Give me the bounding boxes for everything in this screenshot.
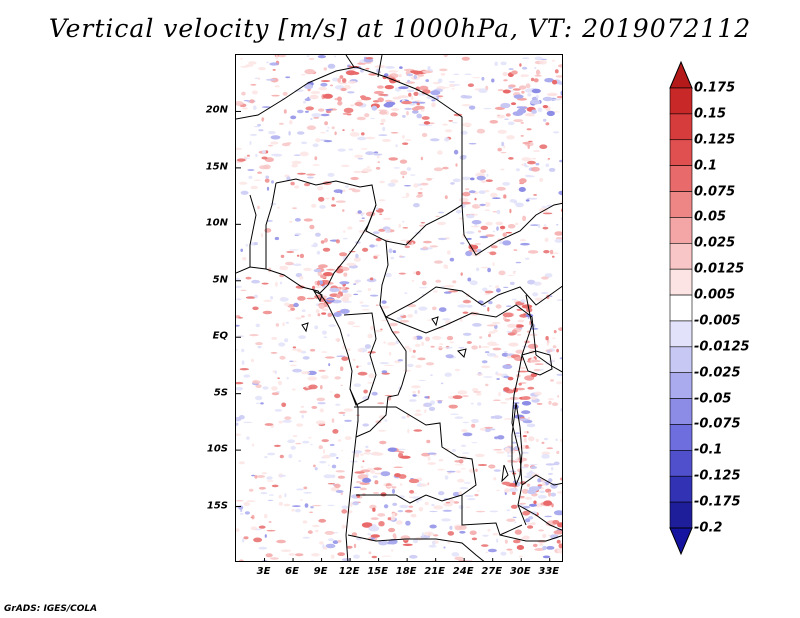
colorbar-level-label: 0.005 — [694, 287, 736, 303]
lon-tick-label: 6E — [285, 566, 299, 577]
colorbar-level-label: 0.05 — [694, 209, 727, 225]
lat-tick-label: 5N — [212, 274, 228, 286]
colorbar-cell — [669, 294, 693, 322]
colorbar-cell — [669, 217, 693, 244]
colorbar-min-triangle — [669, 527, 693, 556]
lon-tick-label: 21E — [424, 566, 446, 577]
lat-tick-label: 15S — [206, 500, 228, 512]
colorbar-level-label: -0.2 — [694, 520, 723, 536]
lon-tick-label: 27E — [481, 566, 503, 577]
colorbar-level-label: -0.1 — [694, 442, 723, 458]
colorbar-level-label: 0.0125 — [694, 261, 745, 277]
colorbar-level-label: -0.025 — [694, 365, 741, 381]
colorbar-cell — [669, 398, 693, 425]
lon-tick-label: 12E — [338, 566, 360, 577]
lat-tick-label: 20N — [205, 104, 228, 116]
colorbar-cell — [669, 165, 693, 192]
colorbar-level-label: -0.05 — [694, 391, 732, 407]
colorbar-level-label: -0.175 — [694, 494, 741, 510]
colorbar-cell — [669, 424, 693, 451]
lon-tick-label: 9E — [313, 566, 328, 577]
colorbar — [669, 60, 693, 556]
vertical-velocity-field — [236, 55, 562, 561]
colorbar-max-triangle — [669, 60, 693, 89]
lat-tick-label: 5S — [213, 387, 228, 399]
colorbar-cell — [669, 475, 693, 503]
colorbar-cell — [669, 346, 693, 374]
colorbar-cell — [669, 242, 693, 270]
colorbar-level-label: 0.15 — [694, 106, 727, 122]
colorbar-level-label: 0.175 — [694, 80, 736, 96]
colorbar-cell — [669, 87, 693, 115]
colorbar-level-label: 0.125 — [694, 132, 736, 148]
lon-tick-label: 18E — [395, 566, 417, 577]
colorbar-level-label: -0.075 — [694, 416, 741, 432]
colorbar-cell — [669, 268, 693, 296]
colorbar-level-label: 0.075 — [694, 184, 736, 200]
lat-tick-label: 15N — [205, 161, 228, 173]
lat-tick-label: 10S — [206, 443, 228, 455]
colorbar-level-label: -0.0125 — [694, 339, 750, 355]
colorbar-cell — [669, 139, 693, 166]
credit-text: GrADS: IGES/COLA — [4, 604, 98, 614]
lon-tick-label: 3E — [256, 566, 271, 577]
colorbar-level-label: 0.1 — [694, 158, 718, 174]
lon-tick-label: 30E — [509, 566, 531, 577]
map-title: Vertical velocity [m/s] at 1000hPa, VT: … — [48, 14, 752, 43]
colorbar-cell — [669, 372, 693, 399]
lon-tick-label: 24E — [452, 566, 474, 577]
colorbar-level-label: -0.005 — [694, 313, 741, 329]
colorbar-cell — [669, 113, 693, 141]
lon-tick-label: 15E — [367, 566, 388, 577]
map-panel — [235, 54, 563, 562]
colorbar-level-label: -0.125 — [694, 468, 741, 484]
colorbar-cell — [669, 191, 693, 218]
lon-tick-label: 33E — [538, 566, 560, 577]
country-borders — [236, 55, 562, 561]
colorbar-level-label: 0.025 — [694, 235, 736, 251]
lat-tick-label: EQ — [212, 330, 228, 342]
colorbar-cell — [669, 450, 693, 477]
velocity-shading — [236, 55, 562, 561]
lat-tick-label: 10N — [205, 217, 228, 229]
colorbar-cell — [669, 320, 693, 348]
colorbar-cell — [669, 501, 693, 529]
